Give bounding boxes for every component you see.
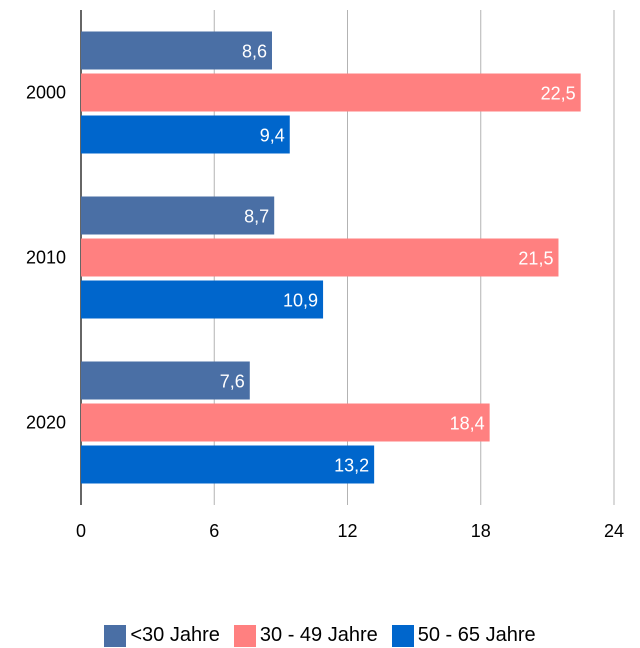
data-label-30-49-2000: 22,5	[541, 84, 576, 104]
x-tick-label-6: 6	[209, 521, 219, 541]
legend-label-under-30: <30 Jahre	[130, 624, 220, 646]
legend-item-50-65: 50 - 65 Jahre	[391, 624, 536, 647]
legend-label-30-49: 30 - 49 Jahre	[259, 624, 378, 646]
x-tick-label-0: 0	[76, 521, 86, 541]
bar-50-65-2010	[81, 280, 324, 319]
bar-under-30-2020	[81, 361, 250, 400]
data-label-50-65-2010: 10,9	[283, 291, 318, 311]
bars	[81, 31, 581, 484]
labels: 0 6 12 18 24 8,6 22,5 9,4 2000 8,7 21,5 10,9 2010 7,6…	[26, 42, 624, 542]
legend-swatch-under-30	[104, 624, 127, 647]
bar-under-30-2010	[81, 196, 275, 235]
x-tick-label-12: 12	[337, 521, 357, 541]
bar-30-49-2020	[81, 403, 490, 442]
legend-swatch-30-49	[233, 624, 256, 647]
bar-under-30-2000	[81, 31, 272, 70]
legend-item-30-49: 30 - 49 Jahre	[233, 624, 378, 647]
data-label-30-49-2010: 21,5	[518, 249, 553, 269]
bar-30-49-2000	[81, 73, 581, 112]
bar-chart: 0 6 12 18 24 8,6 22,5 9,4 2000 8,7 21,5 10,9 2010 7,6…	[26, 10, 624, 542]
data-label-50-65-2020: 13,2	[334, 456, 369, 476]
category-label-2010: 2010	[26, 248, 66, 268]
legend-item-under-30: <30 Jahre	[104, 624, 220, 647]
bar-30-49-2010	[81, 238, 559, 277]
data-label-50-65-2000: 9,4	[260, 126, 285, 146]
legend: <30 Jahre 30 - 49 Jahre 50 - 65 Jahre	[0, 624, 640, 647]
x-tick-label-24: 24	[604, 521, 624, 541]
data-label-30-49-2020: 18,4	[450, 414, 485, 434]
legend-label-50-65: 50 - 65 Jahre	[417, 624, 536, 646]
category-label-2000: 2000	[26, 83, 66, 103]
bar-50-65-2020	[81, 445, 375, 484]
legend-swatch-50-65	[391, 624, 414, 647]
category-label-2020: 2020	[26, 413, 66, 433]
data-label-under-30-2000: 8,6	[242, 42, 267, 62]
data-label-under-30-2010: 8,7	[244, 207, 269, 227]
data-label-under-30-2020: 7,6	[220, 372, 245, 392]
bar-50-65-2000	[81, 115, 290, 154]
x-tick-label-18: 18	[471, 521, 491, 541]
